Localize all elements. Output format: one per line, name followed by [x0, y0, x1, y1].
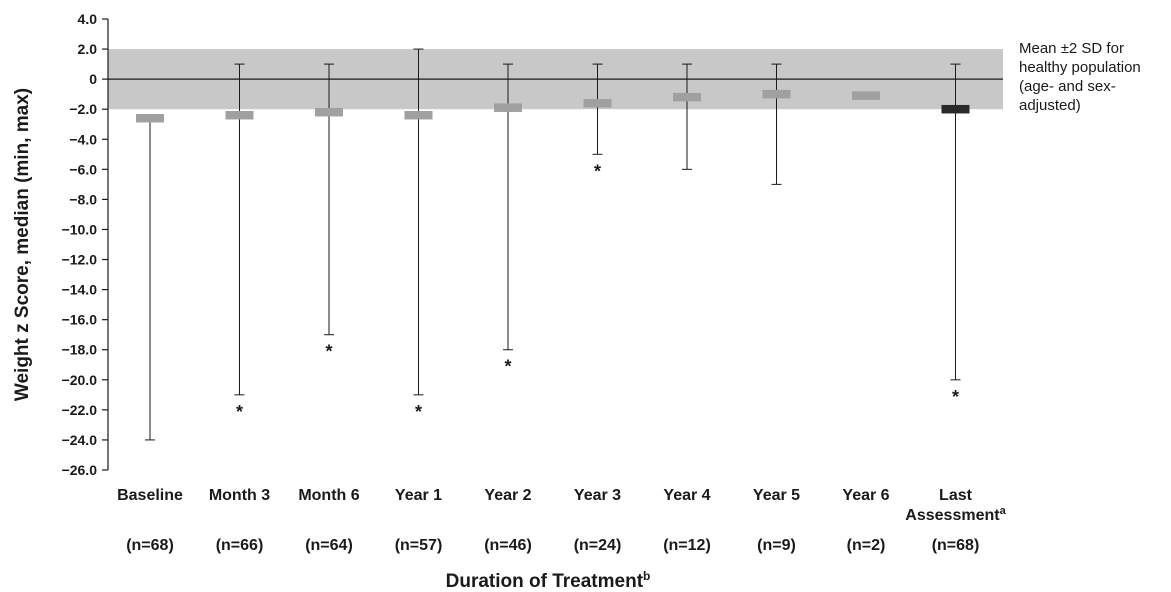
- y-tick-label: −14.0: [62, 282, 98, 298]
- category-label: Year 1: [395, 487, 442, 504]
- y-tick-label: −8.0: [69, 191, 97, 207]
- category-label: Month 3: [209, 487, 270, 504]
- reference-band-legend-line: healthy population: [1019, 59, 1141, 76]
- median-bar: [225, 110, 254, 120]
- y-tick-label: −10.0: [62, 221, 98, 237]
- significance-star: *: [952, 387, 959, 407]
- category-label: Year 3: [574, 487, 621, 504]
- median-bar: [762, 89, 791, 99]
- reference-band-legend-line: adjusted): [1019, 97, 1081, 114]
- median-bar: [404, 110, 433, 120]
- y-axis-title: Weight z Score, median (min, max): [12, 88, 33, 401]
- y-tick-label: 0: [89, 71, 97, 87]
- median-bar: [852, 91, 880, 100]
- category-label: Year 5: [753, 487, 800, 504]
- reference-band-legend-line: (age- and sex-: [1019, 78, 1116, 95]
- category-label-line2: Assessmenta: [905, 505, 1006, 524]
- significance-star: *: [504, 357, 511, 377]
- category-label: Year 2: [484, 487, 531, 504]
- category-n-label: (n=46): [484, 537, 532, 554]
- median-bar: [315, 107, 343, 117]
- median-bar: [673, 92, 701, 102]
- y-tick-label: −20.0: [62, 372, 98, 388]
- category-label: Year 4: [663, 487, 710, 504]
- y-tick-label: −16.0: [62, 312, 98, 328]
- y-tick-label: −12.0: [62, 252, 98, 268]
- y-tick-label: −18.0: [62, 342, 98, 358]
- y-tick-label: −22.0: [62, 402, 98, 418]
- median-bar: [136, 113, 164, 123]
- reference-band-legend-line: Mean ±2 SD for: [1019, 40, 1124, 57]
- category-label: Month 6: [298, 487, 359, 504]
- significance-star: *: [236, 402, 243, 422]
- category-n-label: (n=12): [663, 537, 711, 554]
- category-n-label: (n=68): [126, 537, 174, 554]
- median-bar: [583, 98, 612, 108]
- significance-star: *: [325, 342, 332, 362]
- median-bar: [494, 103, 522, 112]
- category-n-label: (n=24): [574, 537, 622, 554]
- y-tick-label: 4.0: [78, 11, 98, 27]
- category-n-label: (n=57): [395, 537, 443, 554]
- y-tick-label: 2.0: [78, 41, 98, 57]
- category-n-label: (n=2): [847, 537, 886, 554]
- y-tick-label: −2.0: [69, 101, 97, 117]
- y-tick-label: −24.0: [62, 432, 98, 448]
- y-tick-label: −4.0: [69, 131, 97, 147]
- significance-star: *: [415, 402, 422, 422]
- category-label: Baseline: [117, 487, 183, 504]
- category-n-label: (n=66): [216, 537, 264, 554]
- y-tick-label: −6.0: [69, 161, 97, 177]
- category-n-label: (n=68): [932, 537, 980, 554]
- category-label: Year 6: [842, 487, 889, 504]
- y-tick-label: −26.0: [62, 462, 98, 478]
- significance-star: *: [594, 161, 601, 181]
- median-bar: [941, 104, 970, 114]
- x-axis-title: Duration of Treatmentb: [446, 569, 651, 592]
- category-n-label: (n=64): [305, 537, 353, 554]
- category-label: Last: [939, 487, 973, 504]
- category-n-label: (n=9): [757, 537, 796, 554]
